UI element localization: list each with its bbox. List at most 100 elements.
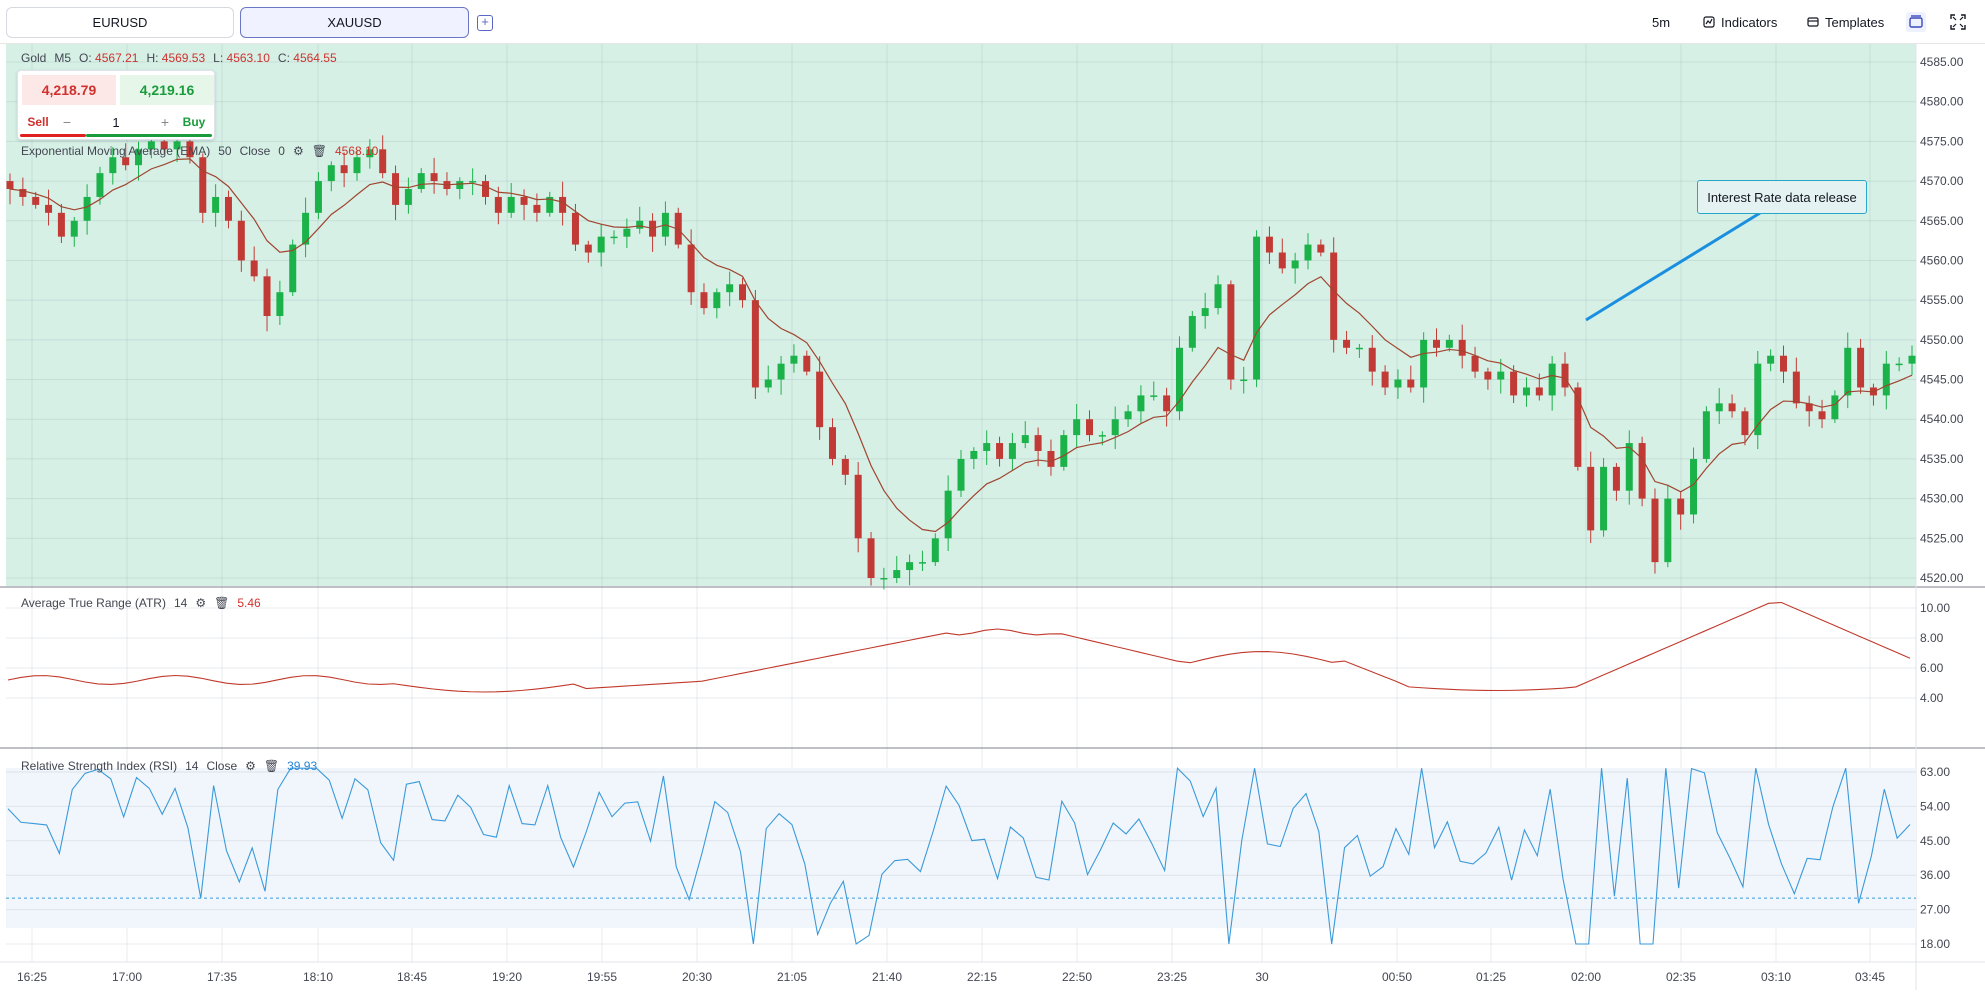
candle-up xyxy=(289,244,297,293)
buy-button[interactable]: Buy xyxy=(182,115,206,129)
candle-down xyxy=(533,204,541,213)
atr-legend: Average True Range (ATR) 14 ⚙ 🗑 5.46 xyxy=(21,596,261,610)
candle-up xyxy=(1445,339,1453,348)
settings-icon[interactable]: ⚙ xyxy=(195,596,207,610)
candle-down xyxy=(828,427,836,459)
time-tick-label: 18:10 xyxy=(303,970,333,984)
candle-up xyxy=(777,363,785,380)
candle-down xyxy=(816,371,824,428)
annotation-callout[interactable]: Interest Rate data release xyxy=(1697,180,1867,214)
candle-down xyxy=(379,149,387,174)
price-tick-label: 4540.00 xyxy=(1920,412,1964,426)
rsi-pane[interactable]: 63.00 54.00 45.00 36.00 27.00 18.00 xyxy=(6,765,1950,951)
candle-up xyxy=(1098,435,1106,437)
candle-down xyxy=(430,173,438,182)
rsi-tick-label: 63.00 xyxy=(1920,765,1950,779)
candle-down xyxy=(687,244,695,293)
candle-up xyxy=(610,236,618,239)
symbol-name: Gold xyxy=(21,51,47,65)
candle-up xyxy=(1111,419,1119,436)
candle-down xyxy=(482,181,489,197)
buy-indicator-bar xyxy=(86,134,212,137)
ema-line xyxy=(9,158,1913,533)
price-tick-label: 4565.00 xyxy=(1920,214,1964,228)
candle-up xyxy=(764,379,772,388)
candle-up xyxy=(1548,363,1556,396)
decrease-quantity-button[interactable]: − xyxy=(62,114,72,130)
top-toolbar: EURUSD XAUUSD + 5m Indicators Templates xyxy=(0,0,1985,44)
candle-down xyxy=(1343,339,1351,348)
candle-up xyxy=(327,165,335,182)
candle-up xyxy=(1625,443,1633,491)
candle-up xyxy=(417,173,425,190)
candle-down xyxy=(263,276,271,317)
candle-down xyxy=(1381,371,1389,388)
atr-pane[interactable]: 10.00 8.00 6.00 4.00 xyxy=(6,601,1950,705)
candle-down xyxy=(1574,387,1582,467)
trash-icon[interactable]: 🗑 xyxy=(263,759,280,773)
tab-label: EURUSD xyxy=(92,15,148,30)
templates-button[interactable]: Templates xyxy=(1807,0,1884,44)
indicators-button[interactable]: Indicators xyxy=(1703,0,1777,44)
candle-up xyxy=(1073,419,1081,436)
open-label: O: xyxy=(79,51,92,65)
price-tick-label: 4545.00 xyxy=(1920,373,1964,387)
time-tick-label: 22:50 xyxy=(1062,970,1092,984)
sell-price-button[interactable]: 4,218.79 xyxy=(22,75,116,105)
sell-button[interactable]: Sell xyxy=(27,115,49,129)
candle-up xyxy=(1304,244,1312,261)
rsi-value: 39.93 xyxy=(287,759,318,773)
templates-label: Templates xyxy=(1825,14,1885,30)
candle-down xyxy=(739,284,747,301)
close-value: 4564.55 xyxy=(293,51,337,65)
time-axis[interactable]: 16:25 17:00 17:35 18:10 18:45 19:20 19:55 20:30… xyxy=(0,961,1985,984)
price-pane-background xyxy=(6,44,1916,586)
price-tick-label: 4550.00 xyxy=(1920,333,1964,347)
increase-quantity-button[interactable]: + xyxy=(160,114,170,130)
settings-icon[interactable]: ⚙ xyxy=(292,144,304,158)
atr-tick-label: 4.00 xyxy=(1920,691,1944,705)
timeframe-button[interactable]: 5m xyxy=(1652,0,1670,44)
candle-up xyxy=(1690,458,1698,515)
candle-up xyxy=(1895,363,1903,366)
candle-down xyxy=(1433,339,1440,348)
ema-legend: Exponential Moving Average (EMA) 50 Clos… xyxy=(21,144,378,158)
candle-up xyxy=(790,355,798,364)
buy-price-button[interactable]: 4,219.16 xyxy=(120,75,214,105)
candle-up xyxy=(507,196,515,213)
sell-indicator-bar xyxy=(20,134,86,137)
price-tick-label: 4560.00 xyxy=(1920,253,1964,267)
candle-up xyxy=(1175,347,1183,412)
tab-xauusd[interactable]: XAUUSD xyxy=(240,7,469,38)
candle-up xyxy=(1908,355,1916,364)
time-tick-label: 02:00 xyxy=(1571,970,1601,984)
candle-up xyxy=(983,443,991,451)
atr-tick-label: 8.00 xyxy=(1920,631,1944,645)
candle-up xyxy=(212,196,220,213)
candle-up xyxy=(1702,411,1710,459)
candle-up xyxy=(893,570,901,578)
atr-line xyxy=(7,601,1911,693)
fullscreen-button[interactable] xyxy=(1950,0,1966,44)
chart-canvas[interactable]: 4585.00 4580.00 4575.00 4570.00 4565.00 4560.… xyxy=(0,44,1985,993)
quantity-input[interactable]: 1 xyxy=(112,114,120,130)
candle-up xyxy=(636,220,644,229)
candle-down xyxy=(559,196,567,213)
candle-up xyxy=(1767,355,1775,364)
rsi-source: Close xyxy=(206,759,238,773)
candle-down xyxy=(1265,236,1273,253)
settings-icon[interactable]: ⚙ xyxy=(245,759,256,773)
tab-label: XAUUSD xyxy=(327,15,382,30)
candle-down xyxy=(1779,355,1787,372)
candle-down xyxy=(1587,466,1595,531)
candle-down xyxy=(1818,411,1826,420)
time-tick-label: 17:35 xyxy=(207,970,237,984)
candle-down xyxy=(1368,347,1376,372)
layout-button[interactable] xyxy=(1906,0,1926,44)
trash-icon[interactable]: 🗑 xyxy=(214,596,230,610)
trash-icon[interactable]: 🗑 xyxy=(311,144,327,158)
tab-eurusd[interactable]: EURUSD xyxy=(6,7,234,38)
add-tab-icon[interactable]: + xyxy=(477,15,493,31)
timeframe-label: 5m xyxy=(1652,14,1671,30)
candle-up xyxy=(1715,403,1723,412)
